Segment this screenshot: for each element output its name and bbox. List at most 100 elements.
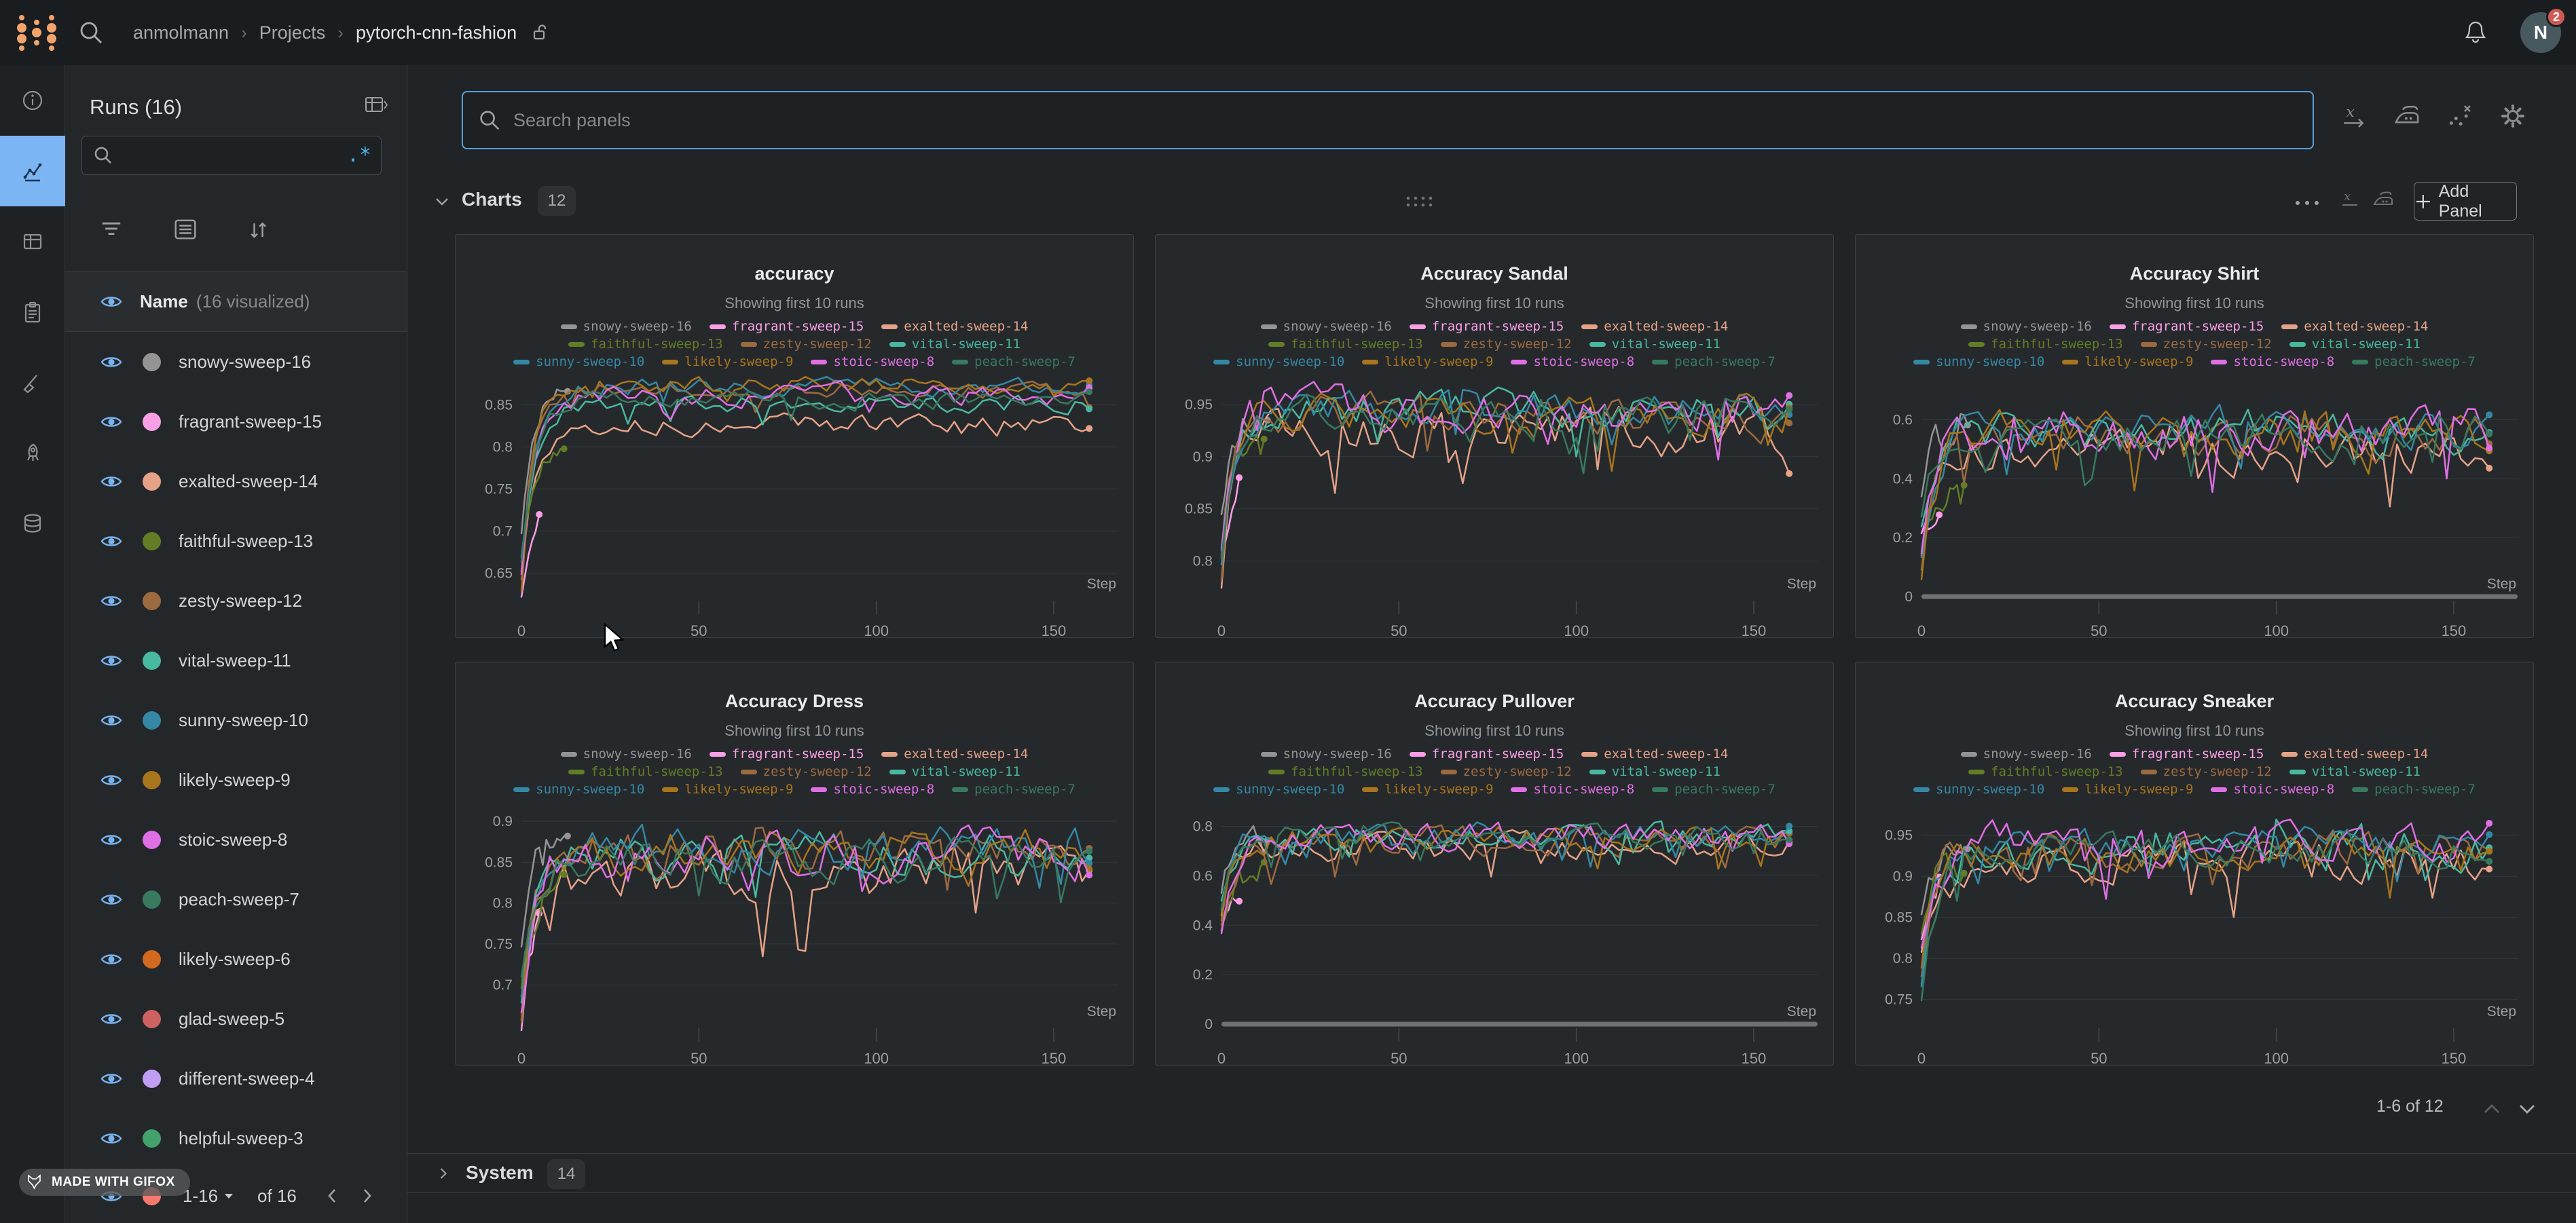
prev-page-icon[interactable] [321, 1184, 344, 1207]
legend-item[interactable]: fragrant-sweep-15 [2109, 747, 2264, 761]
run-row[interactable]: likely-sweep-9 [65, 750, 407, 810]
page-up-icon[interactable] [2480, 1098, 2504, 1120]
system-section-label[interactable]: System [466, 1162, 534, 1183]
legend-item[interactable]: peach-sweep-7 [1652, 354, 1775, 369]
legend-item[interactable]: fragrant-sweep-15 [1409, 747, 1564, 761]
regex-toggle-icon[interactable]: .* [346, 143, 371, 167]
legend-item[interactable]: likely-sweep-9 [662, 782, 793, 797]
page-down-icon[interactable] [2515, 1098, 2539, 1120]
chart-panel-accuracy-pullover[interactable]: Accuracy Pullover Showing first 10 runs sn… [1155, 662, 1834, 1066]
group-list-icon[interactable] [170, 214, 200, 244]
legend-item[interactable]: faithful-sweep-13 [1268, 337, 1423, 352]
legend-item[interactable]: likely-sweep-9 [1362, 354, 1493, 369]
run-name[interactable]: peach-sweep-7 [179, 888, 299, 909]
settings-gear-icon[interactable] [2497, 100, 2528, 132]
legend-item[interactable]: fragrant-sweep-15 [709, 747, 864, 761]
visibility-eye-icon[interactable] [100, 414, 122, 430]
runs-search-box[interactable]: .* [81, 136, 382, 175]
legend-item[interactable]: vital-sweep-11 [2289, 337, 2421, 352]
visibility-eye-icon[interactable] [100, 1011, 122, 1027]
runs-search-input[interactable] [115, 145, 347, 166]
run-row[interactable]: fragrant-sweep-15 [65, 392, 407, 451]
run-name[interactable]: faithful-sweep-13 [179, 530, 313, 551]
legend-item[interactable]: fragrant-sweep-15 [709, 319, 864, 334]
legend-item[interactable]: peach-sweep-7 [952, 782, 1075, 797]
panel-search-box[interactable] [462, 91, 2314, 149]
chart-plot[interactable]: 0.75 0.8 0.85 0.9 0.95 0 50 100 150 Step [1856, 662, 2534, 1066]
legend-item[interactable]: zesty-sweep-12 [2140, 337, 2272, 352]
run-row[interactable]: exalted-sweep-14 [65, 451, 407, 511]
visibility-eye-icon[interactable] [100, 593, 122, 609]
legend-item[interactable]: exalted-sweep-14 [2281, 319, 2428, 334]
run-row[interactable]: different-sweep-4 [65, 1049, 407, 1108]
run-name[interactable]: helpful-sweep-3 [179, 1127, 303, 1148]
visibility-eye-icon[interactable] [100, 713, 122, 728]
filter-icon[interactable] [96, 214, 126, 244]
visibility-eye-icon[interactable] [100, 474, 122, 489]
nav-launch[interactable] [0, 418, 65, 489]
legend-item[interactable]: snowy-sweep-16 [1260, 319, 1392, 334]
run-name[interactable]: fragrant-sweep-15 [179, 411, 322, 432]
run-name[interactable]: likely-sweep-9 [179, 769, 291, 790]
run-row[interactable]: vital-sweep-11 [65, 631, 407, 690]
run-row[interactable]: likely-sweep-6 [65, 929, 407, 989]
legend-item[interactable]: vital-sweep-11 [889, 337, 1020, 352]
legend-item[interactable]: sunny-sweep-10 [513, 354, 644, 369]
run-row[interactable]: helpful-sweep-3 [65, 1108, 407, 1168]
notifications-bell-icon[interactable] [2462, 18, 2489, 47]
legend-item[interactable]: likely-sweep-9 [662, 354, 793, 369]
legend-item[interactable]: exalted-sweep-14 [1581, 319, 1728, 334]
run-name[interactable]: zesty-sweep-12 [179, 590, 303, 611]
breadcrumb-entity[interactable]: anmolmann [133, 22, 229, 43]
legend-item[interactable]: vital-sweep-11 [1589, 764, 1721, 779]
run-name[interactable]: snowy-sweep-16 [179, 351, 312, 372]
legend-item[interactable]: likely-sweep-9 [2062, 354, 2193, 369]
section-x-axis-icon[interactable]: x [2337, 186, 2364, 213]
chart-panel-accuracy-sandal[interactable]: Accuracy Sandal Showing first 10 runs snow… [1155, 234, 1834, 638]
legend-item[interactable]: stoic-sweep-8 [1511, 782, 1634, 797]
legend-item[interactable]: exalted-sweep-14 [2281, 747, 2428, 761]
legend-item[interactable]: snowy-sweep-16 [560, 747, 692, 761]
run-row[interactable]: snowy-sweep-16 [65, 332, 407, 392]
chart-panel-accuracy-shirt[interactable]: Accuracy Shirt Showing first 10 runs snowy… [1855, 234, 2534, 638]
visibility-eye-icon[interactable] [100, 772, 122, 788]
breadcrumb-project[interactable]: pytorch-cnn-fashion [355, 22, 517, 43]
panel-search-input[interactable] [513, 109, 2299, 131]
legend-item[interactable]: fragrant-sweep-15 [1409, 319, 1564, 334]
legend-item[interactable]: sunny-sweep-10 [1213, 782, 1344, 797]
legend-item[interactable]: stoic-sweep-8 [811, 354, 934, 369]
section-overflow-menu-icon[interactable] [2292, 193, 2322, 213]
add-panel-button[interactable]: Add Panel [2414, 182, 2517, 221]
nav-workspace[interactable] [0, 136, 65, 206]
visibility-eye-icon[interactable] [100, 832, 122, 848]
visibility-all-eye-icon[interactable] [100, 294, 122, 309]
run-name[interactable]: stoic-sweep-8 [179, 829, 288, 850]
legend-item[interactable]: snowy-sweep-16 [1960, 747, 2092, 761]
legend-item[interactable]: likely-sweep-9 [1362, 782, 1493, 797]
remove-outliers-icon[interactable] [2444, 100, 2476, 132]
nav-overview[interactable] [0, 65, 65, 136]
run-name[interactable]: glad-sweep-5 [179, 1008, 285, 1029]
legend-item[interactable]: zesty-sweep-12 [740, 764, 872, 779]
nav-logs[interactable] [0, 277, 65, 347]
legend-item[interactable]: exalted-sweep-14 [881, 747, 1028, 761]
legend-item[interactable]: zesty-sweep-12 [2140, 764, 2272, 779]
visibility-eye-icon[interactable] [100, 533, 122, 549]
run-name[interactable]: sunny-sweep-10 [179, 709, 308, 730]
breadcrumb-projects[interactable]: Projects [259, 22, 326, 43]
chart-panel-accuracy-sneaker[interactable]: Accuracy Sneaker Showing first 10 runs sno… [1855, 662, 2534, 1066]
system-section-header[interactable]: System 14 [407, 1154, 2576, 1192]
legend-item[interactable]: faithful-sweep-13 [1268, 764, 1423, 779]
legend-item[interactable]: snowy-sweep-16 [560, 319, 692, 334]
sort-icon[interactable] [243, 214, 273, 244]
x-axis-settings-icon[interactable]: x [2338, 100, 2370, 132]
chart-plot[interactable]: 0 0.2 0.4 0.6 0 50 100 150 Step [1856, 235, 2534, 638]
legend-item[interactable]: peach-sweep-7 [2352, 782, 2476, 797]
legend-item[interactable]: zesty-sweep-12 [1440, 337, 1572, 352]
visibility-eye-icon[interactable] [100, 892, 122, 907]
chart-plot[interactable]: 0 0.2 0.4 0.6 0.8 0 50 100 150 Step [1156, 662, 1834, 1066]
run-row[interactable]: peach-sweep-7 [65, 869, 407, 929]
wandb-logo[interactable] [14, 10, 60, 56]
legend-item[interactable]: peach-sweep-7 [952, 354, 1075, 369]
user-avatar[interactable]: N 2 [2520, 7, 2566, 53]
